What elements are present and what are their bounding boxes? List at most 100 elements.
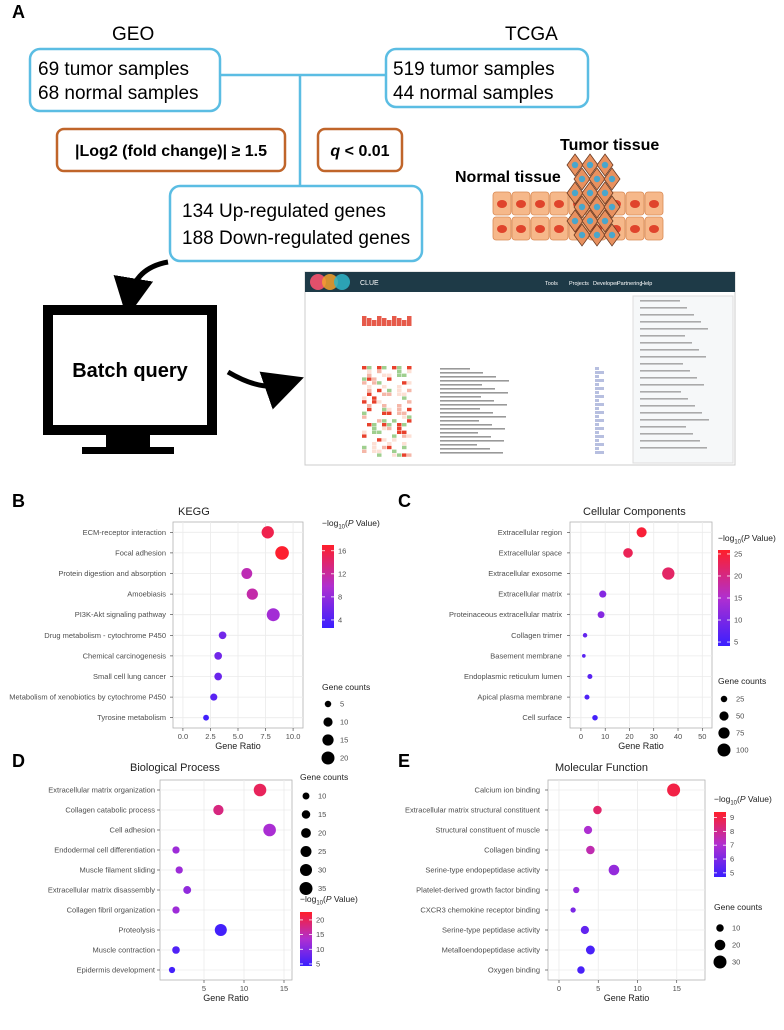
q-rest: < 0.01: [340, 143, 389, 160]
heat-bar: [372, 320, 377, 326]
nucleus: [571, 161, 579, 169]
heat-cell: [382, 426, 387, 431]
heat-cell: [397, 411, 402, 415]
score-bar: [595, 371, 604, 374]
size-key: [301, 810, 311, 819]
heat-cell: [402, 388, 407, 393]
score-bar: [595, 435, 604, 438]
size-label: 15: [340, 736, 348, 745]
heat-cell: [407, 426, 412, 431]
logo: [334, 274, 350, 290]
y-tick-label: Epidermis development: [77, 966, 156, 975]
side-line: [640, 440, 700, 442]
heat-cell: [392, 449, 397, 453]
size-legend-title: Gene counts: [714, 902, 762, 912]
heat-cell: [387, 415, 392, 419]
heat-cell: [382, 388, 387, 393]
panel-label: B: [12, 491, 25, 511]
y-tick-label: Muscle filament sliding: [80, 866, 155, 875]
nucleus: [608, 231, 616, 239]
x-tick-label: 5: [202, 984, 206, 993]
heat-cell: [372, 381, 377, 385]
x-axis-label: Gene Ratio: [618, 741, 664, 751]
colorbar-label: 4: [338, 615, 342, 624]
heat-cell: [392, 381, 397, 385]
heat-cell: [407, 381, 412, 385]
heat-cell: [367, 381, 372, 385]
heat-cell: [377, 385, 382, 389]
heat-cell: [377, 369, 382, 374]
heat-cell: [402, 445, 407, 450]
score-bar: [595, 443, 604, 446]
heat-cell: [397, 453, 402, 457]
heat-cell: [407, 411, 412, 415]
y-tick-label: Muscle contraction: [92, 946, 155, 955]
score-bar: [595, 431, 599, 434]
bubble: [213, 804, 224, 816]
size-key: [720, 695, 728, 703]
tcga-title: TCGA: [505, 24, 558, 45]
heat-cell: [362, 385, 367, 389]
colorbar-title: −log10(P Value): [718, 533, 776, 546]
heat-cell: [392, 411, 397, 415]
bubble: [168, 966, 176, 974]
normal-label: Normal tissue: [455, 169, 561, 186]
heat-cell: [397, 388, 402, 393]
heat-cell: [362, 392, 367, 396]
text-line: [440, 408, 480, 410]
heat-cell: [407, 377, 412, 381]
nucleus: [593, 203, 601, 211]
heat-cell: [397, 396, 402, 400]
bubble: [183, 886, 192, 894]
bubble: [172, 846, 180, 854]
heat-cell: [372, 453, 377, 457]
heat-cell: [402, 430, 407, 434]
score-bar: [595, 379, 604, 382]
score-bar: [595, 403, 604, 406]
text-line: [440, 440, 504, 442]
heat-cell: [387, 445, 392, 450]
score-bar: [595, 451, 604, 454]
heat-cell: [372, 430, 377, 434]
heat-cell: [377, 438, 382, 442]
side-line: [640, 335, 685, 337]
heat-cell: [377, 445, 382, 450]
menu-item: Developer: [593, 281, 618, 287]
heat-cell: [407, 445, 412, 450]
heat-cell: [402, 426, 407, 431]
bubble: [275, 546, 289, 560]
bubble-chart: C Cellular Components 0 10 20 30 40 50 Extracell…: [398, 491, 776, 757]
panel-label: A: [12, 2, 25, 22]
arrow: [113, 259, 169, 318]
heat-cell: [397, 369, 402, 374]
heat-cell: [392, 369, 397, 374]
bubble-chart: B KEGG 0.0 2.5 5.0 7.5 10.0 ECM-receptor intera…: [9, 491, 380, 765]
size-label: 100: [736, 746, 749, 755]
heat-cell: [402, 366, 407, 370]
heat-cell: [372, 373, 377, 377]
y-tick-label: Drug metabolism - cytochrome P450: [44, 631, 166, 640]
heat-cell: [402, 411, 407, 415]
y-tick-label: Extracellular space: [499, 548, 562, 557]
bubble: [172, 906, 180, 914]
colorbar-label: 5: [730, 868, 734, 877]
heat-cell: [367, 434, 372, 438]
side-line: [640, 405, 695, 407]
heat-cell: [392, 419, 397, 423]
heat-cell: [392, 426, 397, 431]
y-tick-label: Focal adhesion: [115, 548, 166, 557]
size-label: 30: [318, 866, 326, 875]
side-line: [640, 391, 681, 393]
heat-cell: [367, 385, 372, 389]
bubble: [587, 673, 593, 680]
geo-line: 68 normal samples: [38, 83, 199, 104]
logo: [322, 274, 338, 290]
score-bar: [595, 375, 599, 378]
heat-cell: [407, 434, 412, 438]
bubble: [261, 526, 274, 539]
text-line: [440, 372, 483, 374]
text-line: [440, 412, 493, 414]
heat-cell: [387, 449, 392, 453]
plot-area: [159, 779, 293, 981]
